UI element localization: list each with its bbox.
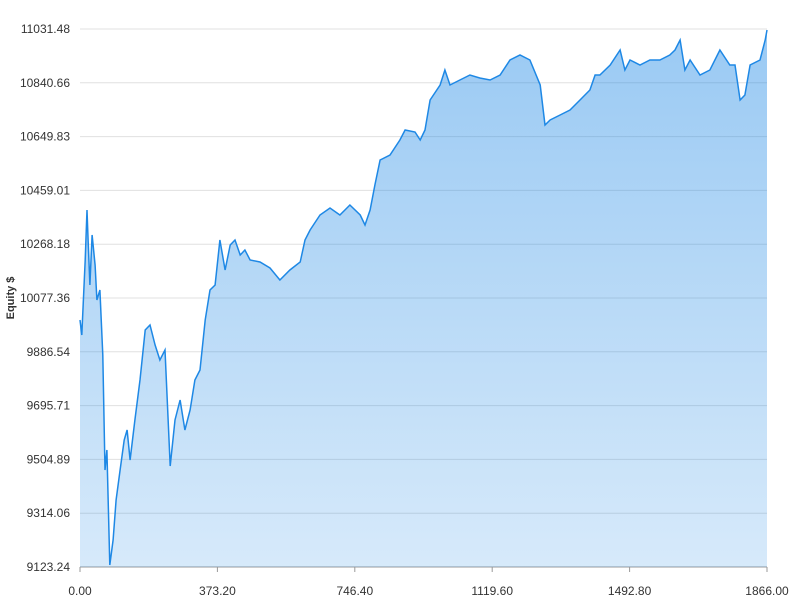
y-tick-label: 9314.06 [27,506,71,520]
y-tick-label: 10649.83 [20,130,70,144]
x-tick-label: 0.00 [68,584,92,598]
y-tick-label: 9123.24 [27,560,71,574]
y-tick-label: 11031.48 [21,22,70,36]
y-tick-label: 10268.18 [20,237,70,251]
y-tick-label: 9504.89 [27,452,71,466]
x-tick-label: 1492.80 [608,584,652,598]
y-tick-label: 9886.54 [27,345,71,359]
equity-area [80,30,767,567]
y-tick-label: 10459.01 [20,183,70,197]
y-axis-label: Equity $ [5,277,17,320]
y-tick-label: 9695.71 [27,399,71,413]
equity-line [79,29,768,566]
x-tick-label: 746.40 [336,584,373,598]
x-tick-label: 1119.60 [471,584,513,598]
y-tick-label: 10077.36 [20,291,70,305]
x-tick-label: 1866.00 [745,584,789,598]
x-tick-label: 373.20 [199,584,236,598]
y-tick-label: 10840.66 [20,76,70,90]
